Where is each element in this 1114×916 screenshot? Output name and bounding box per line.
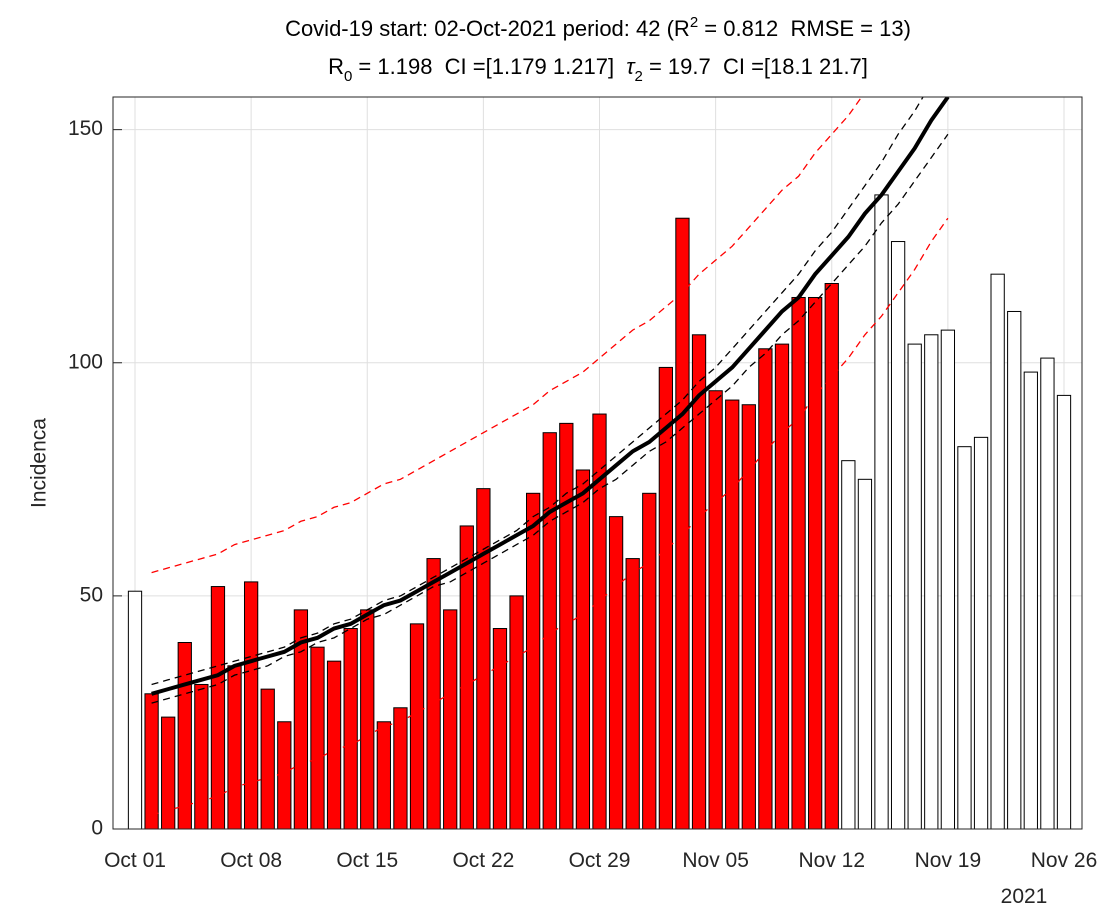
bar [1007, 310, 1022, 829]
bar [592, 413, 607, 829]
bar [376, 721, 391, 829]
bar [990, 273, 1005, 829]
bar [509, 595, 524, 829]
x-tick-label: Nov 19 [915, 849, 982, 872]
title-text: = 19.7 CI =[18.1 21.7] [643, 54, 868, 79]
bar [857, 478, 873, 829]
bar [1040, 357, 1055, 829]
bar [940, 329, 956, 829]
bar [808, 296, 823, 829]
bar [791, 296, 806, 829]
bar [758, 348, 773, 829]
x-tick-label: Oct 01 [104, 849, 166, 872]
title-text: R [328, 54, 344, 79]
bar [575, 469, 591, 829]
bar [526, 492, 541, 829]
bar [874, 194, 889, 829]
bar [409, 623, 425, 829]
plot-area [127, 97, 1072, 829]
bar [559, 422, 574, 829]
bar [177, 642, 192, 829]
y-tick-label: 50 [80, 583, 103, 606]
bar [642, 492, 657, 829]
bar [293, 609, 309, 829]
bar [625, 558, 640, 829]
bar [973, 436, 989, 829]
bar [1056, 394, 1072, 829]
fit-line [151, 97, 924, 686]
title-superscript: 2 [690, 14, 698, 31]
title-line-1: Covid-19 start: 02-Oct-2021 period: 42 (… [285, 14, 911, 41]
bar [443, 609, 458, 829]
bar [890, 241, 906, 829]
bar [841, 460, 856, 829]
bar [194, 683, 209, 829]
y-tick-label: 0 [91, 817, 103, 840]
axes-box [112, 96, 1083, 830]
bar [907, 343, 922, 829]
bar [277, 721, 292, 829]
bar [243, 581, 259, 829]
bar [725, 399, 740, 829]
bar [476, 488, 491, 829]
title-subscript: 0 [344, 68, 352, 85]
x-year-label: 2021 [1001, 885, 1048, 908]
title-subscript: 2 [635, 68, 643, 85]
x-tick-label: Oct 29 [569, 849, 631, 872]
y-axis-label: Incidenca [28, 418, 51, 508]
x-tick-label: Nov 26 [1031, 849, 1098, 872]
bar [210, 586, 226, 829]
fit-line [151, 97, 950, 696]
title-text: = 0.812 RMSE = 13) [698, 16, 911, 41]
x-tick-label: Oct 22 [452, 849, 514, 872]
x-tick-label: Oct 15 [336, 849, 398, 872]
title-symbol: τ [626, 54, 636, 79]
bar [326, 660, 342, 829]
bar [824, 282, 839, 829]
bar [774, 343, 790, 829]
bar [161, 716, 176, 829]
bar [227, 665, 242, 829]
bar [360, 609, 375, 829]
bar [1023, 371, 1038, 829]
bar [393, 707, 408, 829]
bar [426, 558, 441, 829]
bar [343, 628, 358, 829]
title-text: = 1.198 CI =[1.179 1.217] [352, 54, 626, 79]
title-text: Covid-19 start: 02-Oct-2021 period: 42 (… [285, 16, 690, 41]
bar [542, 432, 557, 829]
bar [608, 516, 624, 829]
bar [260, 688, 275, 829]
bar [741, 404, 756, 829]
bar [492, 628, 508, 829]
bar [691, 334, 707, 829]
bar [708, 390, 723, 829]
bar [924, 334, 939, 829]
bar [957, 446, 972, 829]
x-tick-label: Nov 12 [798, 849, 865, 872]
bar [459, 525, 474, 829]
bar [675, 217, 690, 829]
bar [144, 693, 159, 829]
bar [310, 646, 325, 829]
bar [658, 366, 673, 829]
x-tick-label: Oct 08 [220, 849, 282, 872]
y-tick-label: 100 [68, 350, 103, 373]
bar [127, 590, 143, 829]
title-line-2: R0 = 1.198 CI =[1.179 1.217] τ2 = 19.7 C… [328, 54, 868, 85]
x-tick-label: Nov 05 [682, 849, 749, 872]
y-tick-label: 150 [68, 117, 103, 140]
